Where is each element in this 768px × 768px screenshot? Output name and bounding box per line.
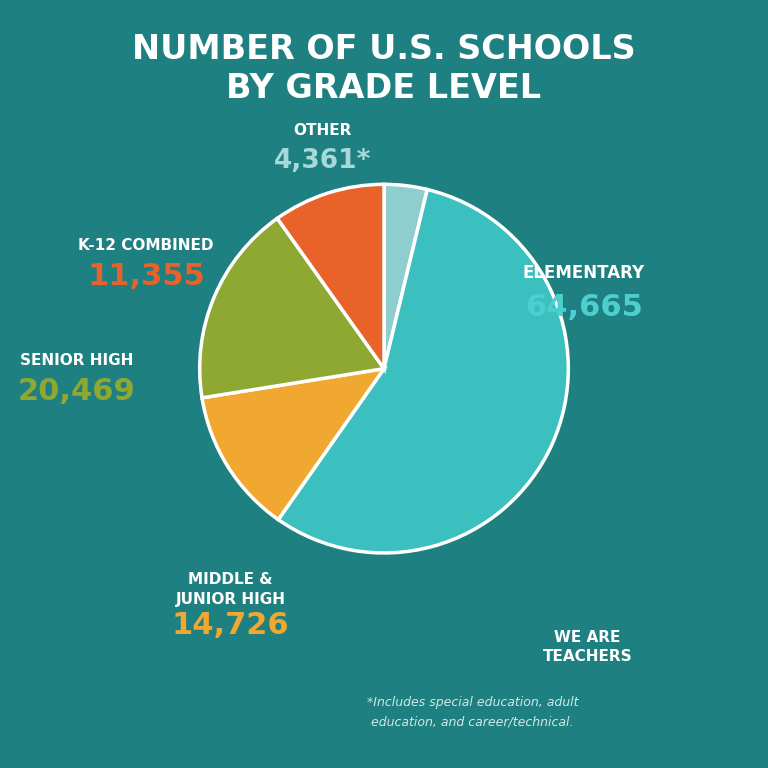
Text: 20,469: 20,469 bbox=[18, 377, 136, 406]
Text: MIDDLE &: MIDDLE & bbox=[188, 572, 273, 588]
Wedge shape bbox=[277, 184, 384, 369]
Wedge shape bbox=[384, 184, 427, 369]
Text: K-12 COMBINED: K-12 COMBINED bbox=[78, 238, 214, 253]
Text: JUNIOR HIGH: JUNIOR HIGH bbox=[175, 591, 286, 607]
Wedge shape bbox=[202, 369, 384, 520]
Text: NUMBER OF U.S. SCHOOLS: NUMBER OF U.S. SCHOOLS bbox=[132, 34, 636, 66]
Text: 4,361*: 4,361* bbox=[274, 148, 371, 174]
Wedge shape bbox=[200, 218, 384, 398]
Text: 14,726: 14,726 bbox=[171, 611, 290, 641]
Wedge shape bbox=[278, 190, 568, 553]
Text: BY GRADE LEVEL: BY GRADE LEVEL bbox=[227, 72, 541, 104]
Text: SENIOR HIGH: SENIOR HIGH bbox=[20, 353, 134, 369]
Text: OTHER: OTHER bbox=[293, 123, 352, 138]
Text: 11,355: 11,355 bbox=[87, 262, 205, 291]
Text: ELEMENTARY: ELEMENTARY bbox=[522, 263, 645, 282]
Text: *Includes special education, adult: *Includes special education, adult bbox=[366, 697, 578, 709]
Text: 64,665: 64,665 bbox=[525, 293, 643, 322]
Text: education, and career/technical.: education, and career/technical. bbox=[371, 716, 574, 728]
Text: WE ARE
TEACHERS: WE ARE TEACHERS bbox=[543, 630, 632, 664]
